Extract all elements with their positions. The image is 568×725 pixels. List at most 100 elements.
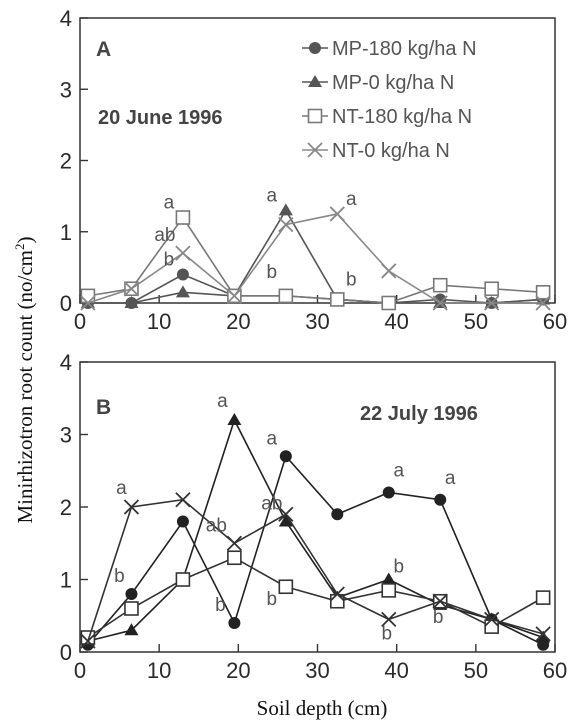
significance-label: a — [267, 428, 278, 449]
series-nt-180-kg-ha-n-point-1 — [80, 288, 96, 304]
series-line — [87, 454, 544, 646]
legend-entry: NT-180 kg/ha N — [332, 106, 472, 128]
series-mp-180-kg-ha-n-point-32.5 — [331, 508, 344, 521]
x-tick-label: 10 — [147, 658, 171, 683]
significance-label: b — [381, 623, 392, 644]
series-nt-0-kg-ha-n-point-6.5 — [123, 499, 140, 515]
series-nt-0-kg-ha-n-point-26 — [278, 506, 294, 522]
legend-marker-point-3 — [307, 142, 323, 158]
series-nt-180-kg-ha-n-point-58.5 — [535, 590, 551, 605]
significance-label: a — [445, 468, 456, 489]
series-mp-0-kg-ha-n-point-39 — [381, 572, 396, 585]
legend: MP-180 kg/ha N MP-0 kg/ha N NT-180 kg/ha N… — [302, 38, 477, 162]
series-nt-0-kg-ha-n-point-32.5 — [329, 206, 345, 222]
significance-label: a — [346, 189, 357, 210]
series-mp-180-kg-ha-n-point-13 — [176, 515, 189, 528]
y-tick-label: 4 — [60, 350, 72, 375]
plot-frame — [79, 361, 556, 653]
series-mp-0-kg-ha-n-point-58.5 — [536, 630, 551, 643]
significance-label: a — [116, 478, 127, 499]
series-nt-180-kg-ha-n-point-26 — [278, 579, 294, 595]
series-nt-0-kg-ha-n-point-45.5 — [432, 593, 448, 609]
x-tick-label: 40 — [384, 309, 408, 334]
series-nt-180-kg-ha-n-point-58.5 — [535, 285, 551, 300]
y-tick-label: 1 — [60, 568, 72, 593]
significance-label: b — [433, 607, 444, 628]
series-mp-180-kg-ha-n-point-6.5 — [125, 588, 138, 600]
series-nt-180-kg-ha-n-point-39 — [381, 583, 397, 598]
series-line — [87, 213, 544, 304]
series-nt-0-kg-ha-n-point-39 — [381, 263, 397, 279]
series-nt-0-kg-ha-n-point-26 — [278, 216, 294, 233]
series-nt-180-kg-ha-n-point-45.5 — [432, 277, 448, 293]
legend-marker-point-0 — [309, 42, 321, 54]
x-tick-label: 0 — [74, 658, 86, 683]
significance-label: b — [393, 556, 404, 577]
series-mp-180-kg-ha-n-point-19.5 — [228, 617, 241, 629]
series-line — [87, 556, 544, 639]
series-mp-0-kg-ha-n-point-26 — [278, 514, 293, 527]
series-nt-180-kg-ha-n-point-1 — [80, 630, 96, 645]
y-tick-label: 0 — [60, 291, 72, 316]
series-nt-0-kg-ha-n-point-32.5 — [329, 586, 345, 602]
series-nt-0-kg-ha-n-point-58.5 — [535, 295, 551, 311]
series-nt-0-kg-ha-n-point-39 — [381, 611, 397, 628]
x-tick-label: 60 — [543, 309, 567, 334]
significance-label: b — [346, 269, 357, 290]
significance-label: b — [164, 250, 175, 271]
series-mp-180-kg-ha-n-point-13 — [176, 268, 189, 281]
series-nt-180-kg-ha-n-point-26 — [278, 288, 294, 304]
series-nt-0-kg-ha-n-point-52 — [484, 295, 500, 311]
x-tick-label: 30 — [305, 309, 329, 334]
series-mp-0-kg-ha-n — [80, 413, 551, 647]
significance-label: a — [393, 461, 404, 482]
series-nt-180-kg-ha-n-point-6.5 — [124, 601, 139, 616]
y-axis-title: Minirhizotron root count (no/cm2) — [12, 236, 37, 523]
significance-label: b — [215, 595, 226, 616]
y-tick-label: 4 — [60, 6, 72, 31]
series-line — [87, 417, 544, 642]
legend-entry: NT-0 kg/ha N — [332, 140, 450, 162]
series-nt-180-kg-ha-n-point-52 — [484, 619, 499, 634]
series-nt-0-kg-ha-n — [80, 492, 551, 649]
series-nt-180-kg-ha-n-point-13 — [175, 210, 191, 225]
significance-label: ab — [206, 515, 227, 536]
y-tick-label: 3 — [60, 77, 72, 102]
x-tick-label: 0 — [74, 309, 86, 334]
series-mp-0-kg-ha-n-point-13 — [175, 285, 190, 298]
series-nt-0-kg-ha-n-point-52 — [484, 611, 500, 628]
significance-label: a — [267, 185, 278, 206]
series-mp-0-kg-ha-n-point-26 — [278, 203, 293, 216]
panel-label: B — [96, 396, 111, 419]
series-line — [87, 216, 544, 304]
series-mp-0-kg-ha-n-point-6.5 — [124, 623, 139, 636]
series-mp-180-kg-ha-n-point-39 — [382, 486, 395, 499]
series-nt-0-kg-ha-n-point-1 — [80, 633, 96, 649]
x-tick-label: 30 — [305, 658, 329, 683]
x-tick-label: 10 — [147, 309, 171, 334]
significance-label: ab — [154, 225, 175, 246]
legend-marker-point-2 — [307, 108, 323, 124]
significance-label: a — [217, 391, 228, 412]
y-tick-label: 1 — [60, 220, 72, 245]
series-mp-180-kg-ha-n-point-45.5 — [434, 493, 447, 506]
series-nt-0-kg-ha-n-point-45.5 — [432, 295, 448, 311]
series-nt-0-kg-ha-n-point-19.5 — [226, 535, 243, 551]
significance-label: b — [267, 262, 278, 283]
y-tick-label: 2 — [60, 149, 72, 174]
significance-label: b — [114, 566, 125, 587]
significance-label: a — [164, 193, 175, 214]
y-tick-label: 2 — [60, 495, 72, 520]
x-tick-label: 40 — [384, 658, 408, 683]
y-tick-label: 3 — [60, 423, 72, 448]
y-tick-label: 0 — [60, 640, 72, 665]
series-nt-0-kg-ha-n — [80, 206, 551, 311]
legend-marker-point-1 — [308, 75, 322, 87]
series-mp-0-kg-ha-n-point-19.5 — [227, 413, 242, 425]
legend-entry: MP-0 kg/ha N — [332, 72, 454, 94]
x-tick-label: 20 — [226, 309, 250, 334]
series-nt-0-kg-ha-n-point-13 — [175, 245, 191, 261]
series-nt-180-kg-ha-n-point-13 — [175, 572, 191, 587]
